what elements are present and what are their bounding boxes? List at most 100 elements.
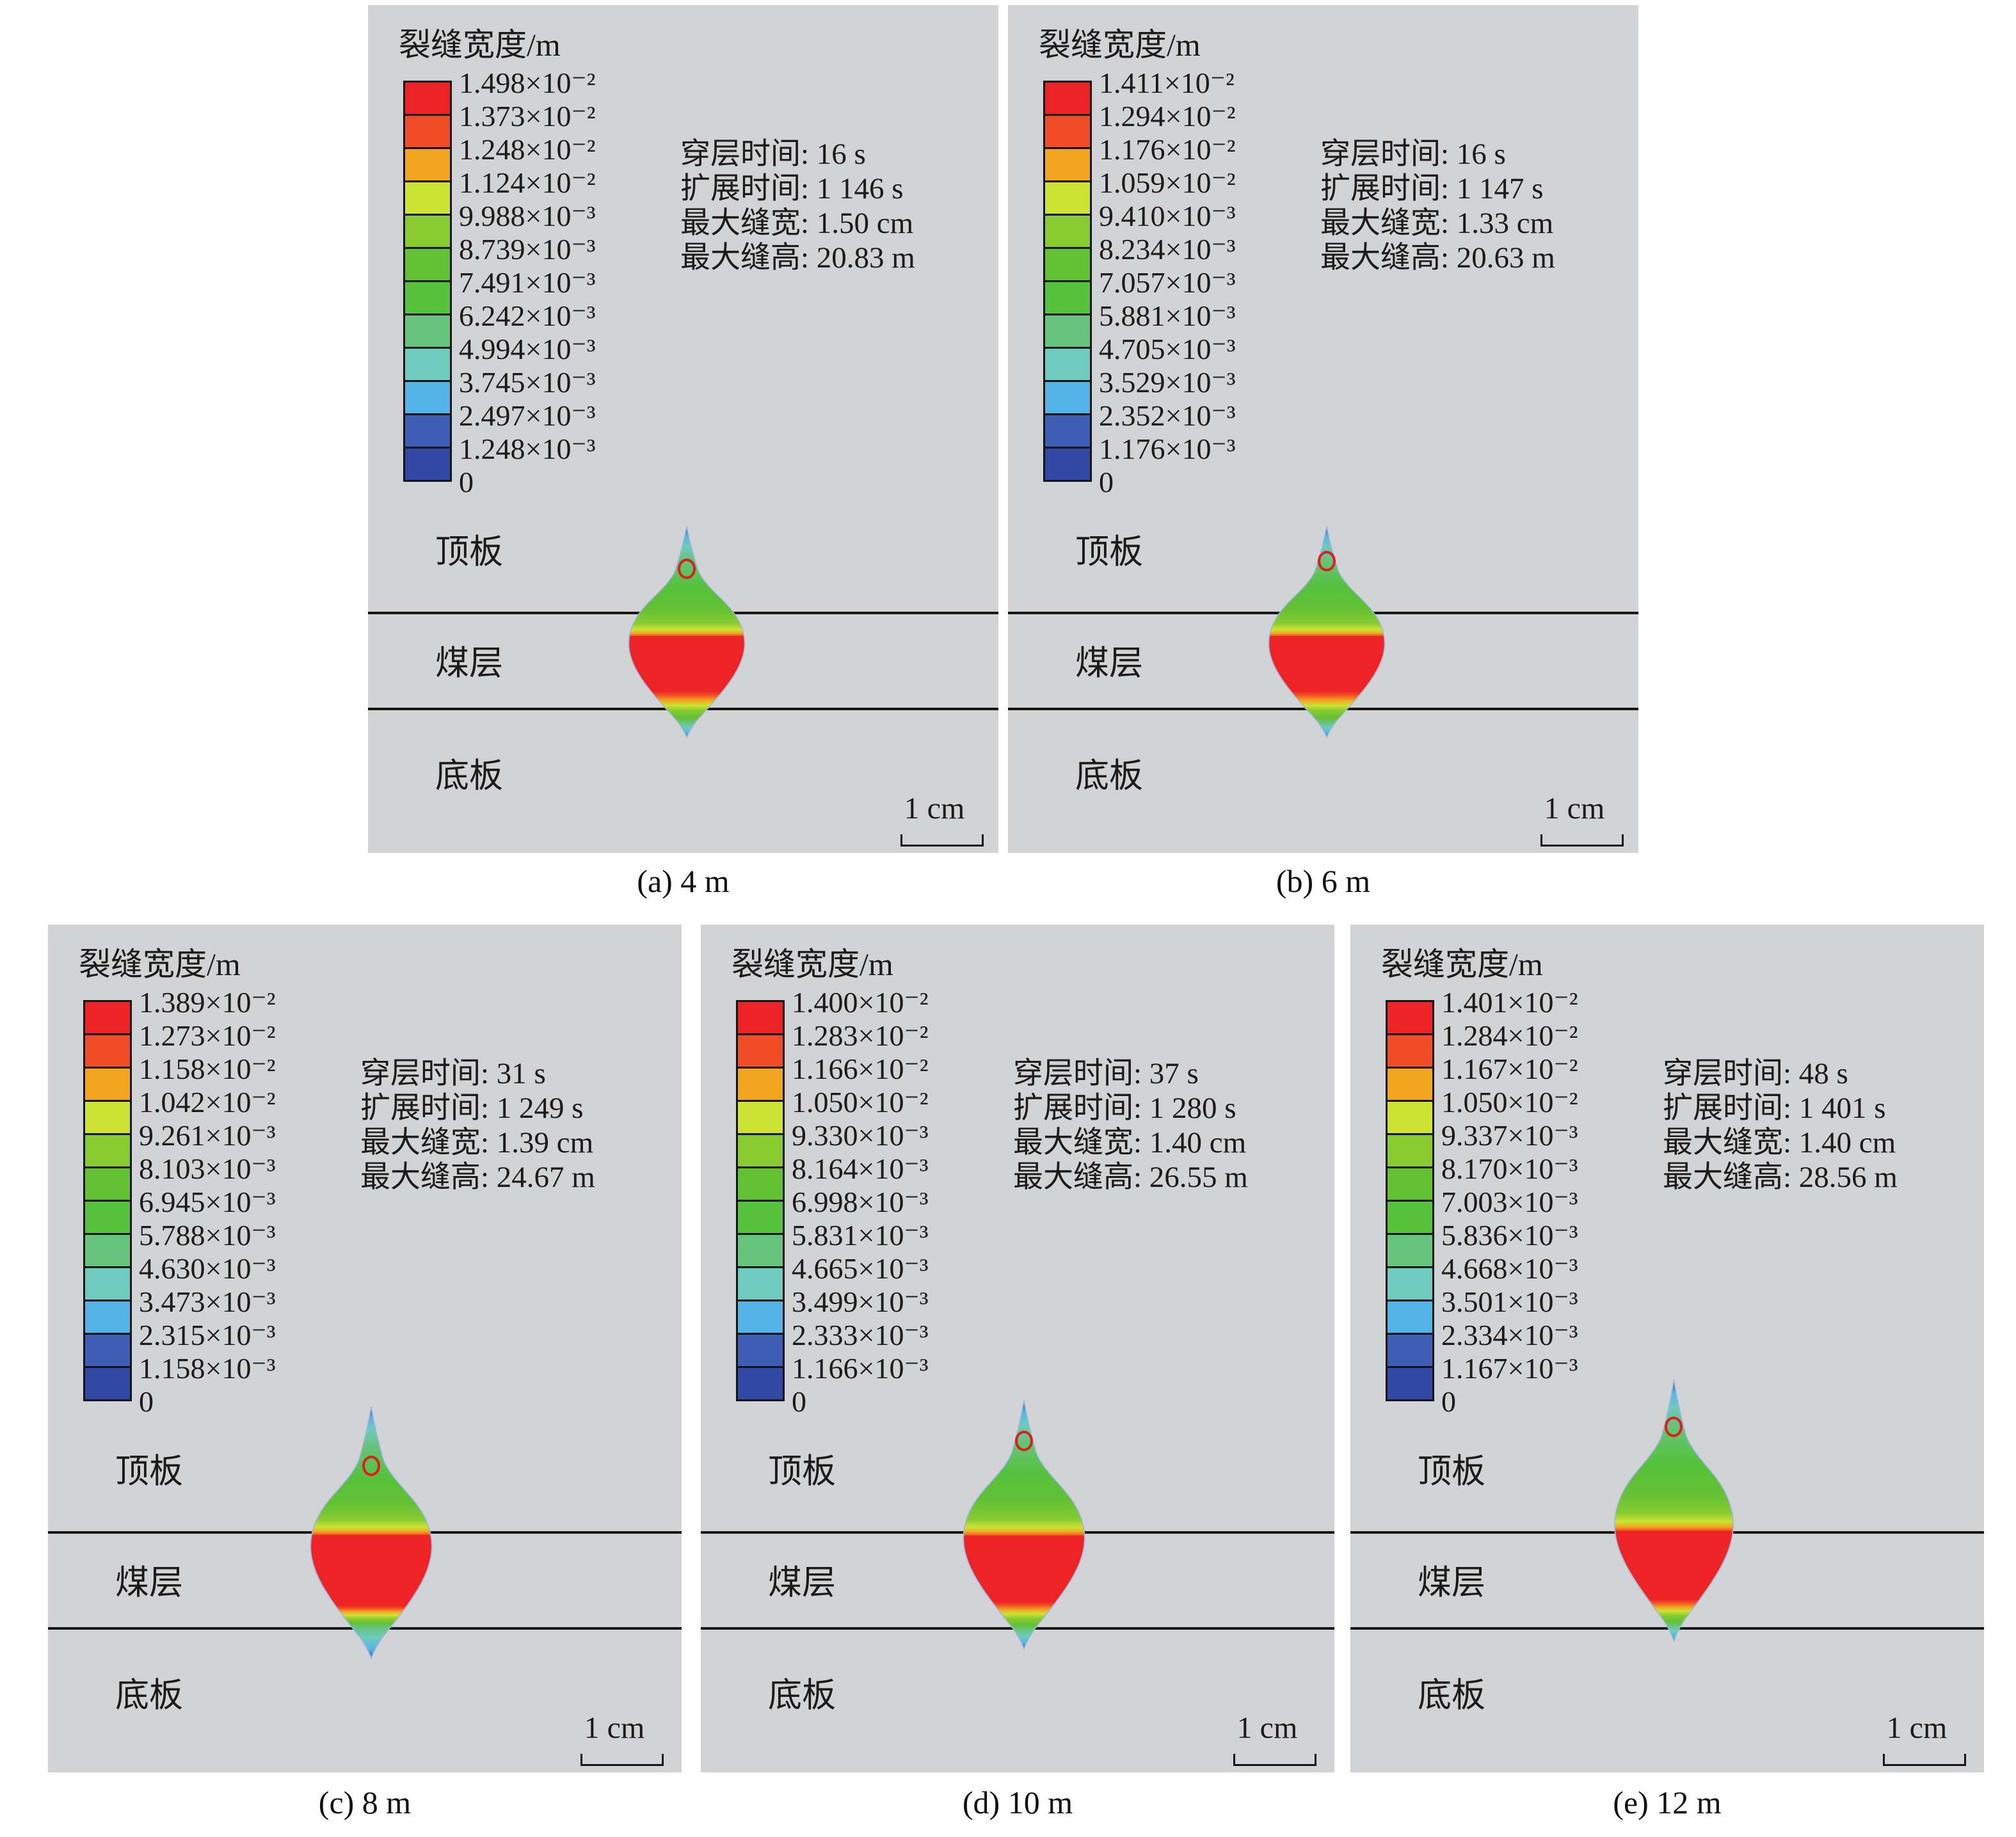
colorbar-legend: 1.389×10⁻² 1.273×10⁻² 1.158×10⁻² 1.042×10⁻²… xyxy=(139,986,276,1419)
roof-label: 顶板 xyxy=(115,1453,183,1490)
floor-label: 底板 xyxy=(115,1677,183,1714)
legend-value: 3.529×10⁻³ xyxy=(1099,366,1236,399)
colorbar-cell xyxy=(738,1235,783,1268)
coal-seam-label: 煤层 xyxy=(768,1564,836,1602)
annotation-line: 最大缝宽: 1.40 cm xyxy=(1663,1126,1896,1159)
legend-value: 3.499×10⁻³ xyxy=(792,1285,929,1318)
panel-caption-a: (a) 4 m xyxy=(637,863,730,899)
legend-value: 4.668×10⁻³ xyxy=(1441,1252,1578,1285)
legend-value: 0 xyxy=(1099,466,1114,498)
colorbar-cell xyxy=(1045,315,1090,349)
colorbar-cell xyxy=(1388,1301,1432,1335)
roof-label: 顶板 xyxy=(1418,1453,1485,1490)
scale-bar-bracket xyxy=(900,834,984,847)
annotation-block: 穿层时间: 48 s 扩展时间: 1 401 s 最大缝宽: 1.40 cm 最大缝高… xyxy=(1663,1056,1898,1195)
colorbar-cell xyxy=(85,1102,130,1135)
colorbar-cell xyxy=(1388,1002,1432,1035)
colorbar xyxy=(1386,1000,1434,1401)
legend-value: 7.491×10⁻³ xyxy=(459,266,596,299)
colorbar xyxy=(83,1000,132,1401)
injection-point-marker xyxy=(1318,551,1336,572)
fracture-contour xyxy=(1268,526,1386,739)
colorbar-cell xyxy=(405,349,450,382)
legend-value: 1.042×10⁻² xyxy=(139,1086,276,1118)
annotation-block: 穿层时间: 16 s 扩展时间: 1 146 s 最大缝宽: 1.50 cm 最大缝高… xyxy=(680,137,915,275)
colorbar-cell xyxy=(1045,282,1090,315)
annotation-line: 扩展时间: 1 146 s xyxy=(680,172,904,205)
colorbar-cell xyxy=(405,449,450,480)
legend-value: 6.945×10⁻³ xyxy=(139,1186,276,1218)
legend-value: 0 xyxy=(459,466,474,498)
colorbar-legend: 1.411×10⁻² 1.294×10⁻² 1.176×10⁻² 1.059×10⁻²… xyxy=(1099,67,1236,499)
colorbar-cell xyxy=(1388,1268,1432,1301)
colorbar-legend: 1.400×10⁻² 1.283×10⁻² 1.166×10⁻² 1.050×10⁻²… xyxy=(792,986,929,1419)
colorbar-cell xyxy=(85,1069,130,1102)
legend-value: 1.273×10⁻² xyxy=(139,1019,276,1052)
floor-label: 底板 xyxy=(1418,1677,1485,1714)
panel-caption-e: (e) 12 m xyxy=(1613,1785,1722,1820)
colorbar-cell xyxy=(85,1368,130,1399)
colorbar-cell xyxy=(405,382,450,415)
legend-value: 7.003×10⁻³ xyxy=(1441,1186,1578,1218)
legend-value: 1.059×10⁻² xyxy=(1099,166,1236,199)
colorbar-cell xyxy=(85,1035,130,1069)
colorbar-cell xyxy=(1045,182,1090,216)
annotation-line: 最大缝高: 20.83 m xyxy=(680,241,915,274)
colorbar-title: 裂缝宽度/m xyxy=(1039,27,1201,63)
floor-label: 底板 xyxy=(435,758,503,795)
colorbar-cell xyxy=(1045,83,1090,116)
legend-value: 1.176×10⁻² xyxy=(1099,133,1236,166)
legend-value: 1.389×10⁻² xyxy=(139,986,276,1019)
scale-bar-label: 1 cm xyxy=(1886,1711,1948,1745)
scale-bar-bracket xyxy=(1883,1754,1966,1766)
legend-value: 1.166×10⁻³ xyxy=(792,1352,929,1385)
coal-seam-label: 煤层 xyxy=(435,645,503,682)
legend-value: 0 xyxy=(1441,1385,1456,1418)
colorbar-cell xyxy=(1045,116,1090,149)
legend-value: 4.994×10⁻³ xyxy=(459,333,596,365)
legend-value: 5.836×10⁻³ xyxy=(1441,1219,1578,1252)
legend-value: 8.103×10⁻³ xyxy=(139,1152,276,1185)
colorbar-cell xyxy=(738,1135,783,1168)
scale-bar-bracket xyxy=(1233,1754,1316,1766)
annotation-line: 扩展时间: 1 401 s xyxy=(1663,1092,1886,1125)
legend-value: 1.176×10⁻³ xyxy=(1099,433,1236,465)
colorbar-cell xyxy=(1388,1102,1432,1135)
scale-bar-bracket xyxy=(1540,834,1624,847)
injection-point-marker xyxy=(362,1456,380,1476)
annotation-line: 穿层时间: 48 s xyxy=(1663,1057,1848,1090)
colorbar-cell xyxy=(1045,449,1090,480)
legend-value: 1.050×10⁻² xyxy=(792,1086,929,1118)
panel-b: 裂缝宽度/m 1.411×10⁻² 1.294×10⁻² 1.176×10⁻² 1.0… xyxy=(1008,5,1638,853)
injection-point-marker xyxy=(1665,1416,1683,1437)
legend-value: 1.294×10⁻² xyxy=(1099,100,1236,132)
scale-bar-label: 1 cm xyxy=(584,1711,645,1745)
colorbar-cell xyxy=(738,1102,783,1135)
annotation-line: 最大缝宽: 1.50 cm xyxy=(680,207,914,240)
annotation-line: 穿层时间: 16 s xyxy=(1320,138,1506,171)
floor-label: 底板 xyxy=(1075,758,1143,795)
legend-value: 1.050×10⁻² xyxy=(1441,1086,1578,1118)
colorbar-cell xyxy=(1045,149,1090,182)
colorbar-cell xyxy=(85,1202,130,1235)
annotation-line: 最大缝高: 26.55 m xyxy=(1013,1161,1248,1194)
panel-d: 裂缝宽度/m 1.400×10⁻² 1.283×10⁻² 1.166×10⁻² 1.0… xyxy=(701,925,1334,1772)
annotation-block: 穿层时间: 37 s 扩展时间: 1 280 s 最大缝宽: 1.40 cm 最大缝高… xyxy=(1013,1056,1248,1195)
colorbar-cell xyxy=(738,1335,783,1368)
fracture-contour xyxy=(310,1406,433,1660)
legend-value: 3.745×10⁻³ xyxy=(459,366,596,399)
legend-value: 1.167×10⁻² xyxy=(1441,1053,1578,1085)
legend-value: 3.473×10⁻³ xyxy=(139,1285,276,1318)
annotation-line: 扩展时间: 1 280 s xyxy=(1013,1092,1236,1125)
colorbar-cell xyxy=(405,216,450,249)
legend-value: 9.988×10⁻³ xyxy=(459,200,596,232)
legend-value: 2.334×10⁻³ xyxy=(1441,1319,1578,1351)
colorbar-title: 裂缝宽度/m xyxy=(1381,946,1543,982)
colorbar-cell xyxy=(85,1168,130,1202)
legend-value: 2.315×10⁻³ xyxy=(139,1319,276,1351)
legend-value: 1.284×10⁻² xyxy=(1441,1019,1578,1052)
colorbar-cell xyxy=(405,315,450,349)
colorbar-cell xyxy=(1388,1335,1432,1368)
colorbar-cell xyxy=(85,1002,130,1035)
colorbar-cell xyxy=(738,1368,783,1399)
